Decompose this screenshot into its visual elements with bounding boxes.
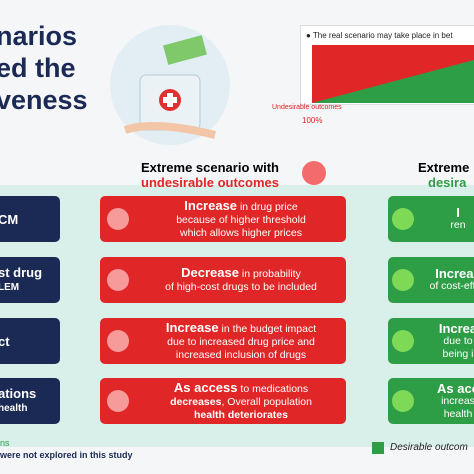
- sad-icon: [107, 330, 129, 352]
- sad-icon: [107, 390, 129, 412]
- label-line: ations: [0, 386, 37, 401]
- text-span: Increase: [184, 197, 238, 213]
- chart-area: [312, 45, 474, 103]
- sad-icon: [302, 161, 326, 185]
- title-line: veness: [0, 85, 88, 115]
- chart-legend: ● The real scenario may take place in be…: [306, 31, 453, 40]
- text-line: ren: [450, 219, 466, 231]
- text-line: of cost-effec: [429, 280, 474, 292]
- title-line: narios: [0, 21, 78, 51]
- text-span: As access: [173, 379, 238, 395]
- text-line: I: [456, 205, 460, 220]
- text-span: deteriorates: [224, 408, 288, 421]
- text-line: Increase in the budget impact: [136, 321, 346, 336]
- green-box: Increasof cost-effec: [388, 257, 474, 303]
- header-line: Extreme: [418, 160, 470, 175]
- title-line: ed the: [0, 53, 76, 83]
- text-span: in drug price: [237, 200, 298, 213]
- red-box: Increase in drug price because of higher …: [100, 196, 346, 242]
- sad-icon: [107, 208, 129, 230]
- text-line: decreases, Overall population: [136, 396, 346, 409]
- happy-icon: [392, 390, 414, 412]
- red-box: As access to medications decreases, Overa…: [100, 378, 346, 424]
- row-label: ations health: [0, 378, 60, 424]
- text-span: which allows higher prices: [180, 226, 302, 239]
- text-span: in probability: [238, 268, 301, 280]
- text-span: Decrease: [181, 265, 239, 280]
- label-line: health: [0, 403, 28, 414]
- text-line: which allows higher prices: [136, 227, 346, 240]
- text-span: increased inclusion of drugs: [175, 348, 307, 361]
- text-line: due to: [443, 334, 473, 347]
- happy-icon: [392, 269, 414, 291]
- footer-line: ns: [0, 438, 10, 448]
- label-line: CM: [0, 211, 19, 227]
- left-header: Extreme scenario with undesirable outcom…: [120, 160, 300, 190]
- label-line: st drug: [0, 265, 43, 280]
- row-label: st drug LEM: [0, 257, 60, 303]
- text-span: due to increased drug price and: [167, 335, 315, 348]
- legend-text: The real scenario may take place in bet: [312, 31, 453, 40]
- header-line: undesirable outcomes: [141, 175, 279, 190]
- text-span: in the budget impact: [218, 322, 317, 335]
- text-line: Increase in drug price: [136, 199, 346, 214]
- legend-swatch: [372, 442, 384, 454]
- text-span: decreases: [170, 395, 222, 408]
- text-line: Increas: [435, 266, 474, 281]
- text-line: of high-cost drugs to be included: [136, 281, 346, 294]
- label-line: LEM: [0, 282, 20, 293]
- header-line: desira: [428, 175, 467, 190]
- footer-note: ns were not explored in this study: [0, 437, 133, 461]
- right-header: Extreme desira: [418, 160, 469, 190]
- text-line: because of higher threshold: [136, 214, 346, 227]
- text-line: As access to medications: [136, 381, 346, 396]
- text-span: to medications: [237, 382, 309, 395]
- text-line: Decrease in probability: [136, 266, 346, 281]
- title: narios ed the veness: [0, 20, 88, 116]
- text-span: of high-cost drugs to be included: [165, 281, 317, 293]
- red-box: Increase in the budget impact due to incr…: [100, 318, 346, 364]
- legend-text: Desirable outcom: [390, 442, 468, 453]
- text-line: being i: [442, 347, 474, 360]
- text-span: health: [194, 408, 225, 421]
- row-label: CM: [0, 196, 60, 242]
- happy-icon: [392, 330, 414, 352]
- footer-line: were not explored in this study: [0, 450, 133, 460]
- text-span: Increase: [165, 319, 219, 335]
- axis-label: Undesirable outcomes: [272, 104, 342, 111]
- text-line: As acc: [437, 380, 474, 396]
- label-line: ct: [0, 333, 10, 349]
- text-span: because of higher threshold: [176, 213, 306, 226]
- text-line: increas: [441, 394, 474, 407]
- text-line: health deteriorates: [136, 409, 346, 422]
- red-box: Decrease in probability of high-cost drug…: [100, 257, 346, 303]
- sad-icon: [107, 269, 129, 291]
- row-label: ct: [0, 318, 60, 364]
- text-span: , Overall population: [221, 395, 312, 408]
- axis-value: 100%: [302, 116, 323, 125]
- text-line: Increa: [438, 320, 474, 336]
- happy-icon: [392, 208, 414, 230]
- header-line: Extreme scenario with: [141, 160, 279, 175]
- text-line: health: [443, 407, 473, 420]
- illustration: [110, 25, 230, 145]
- text-line: due to increased drug price and: [136, 336, 346, 349]
- text-line: increased inclusion of drugs: [136, 349, 346, 362]
